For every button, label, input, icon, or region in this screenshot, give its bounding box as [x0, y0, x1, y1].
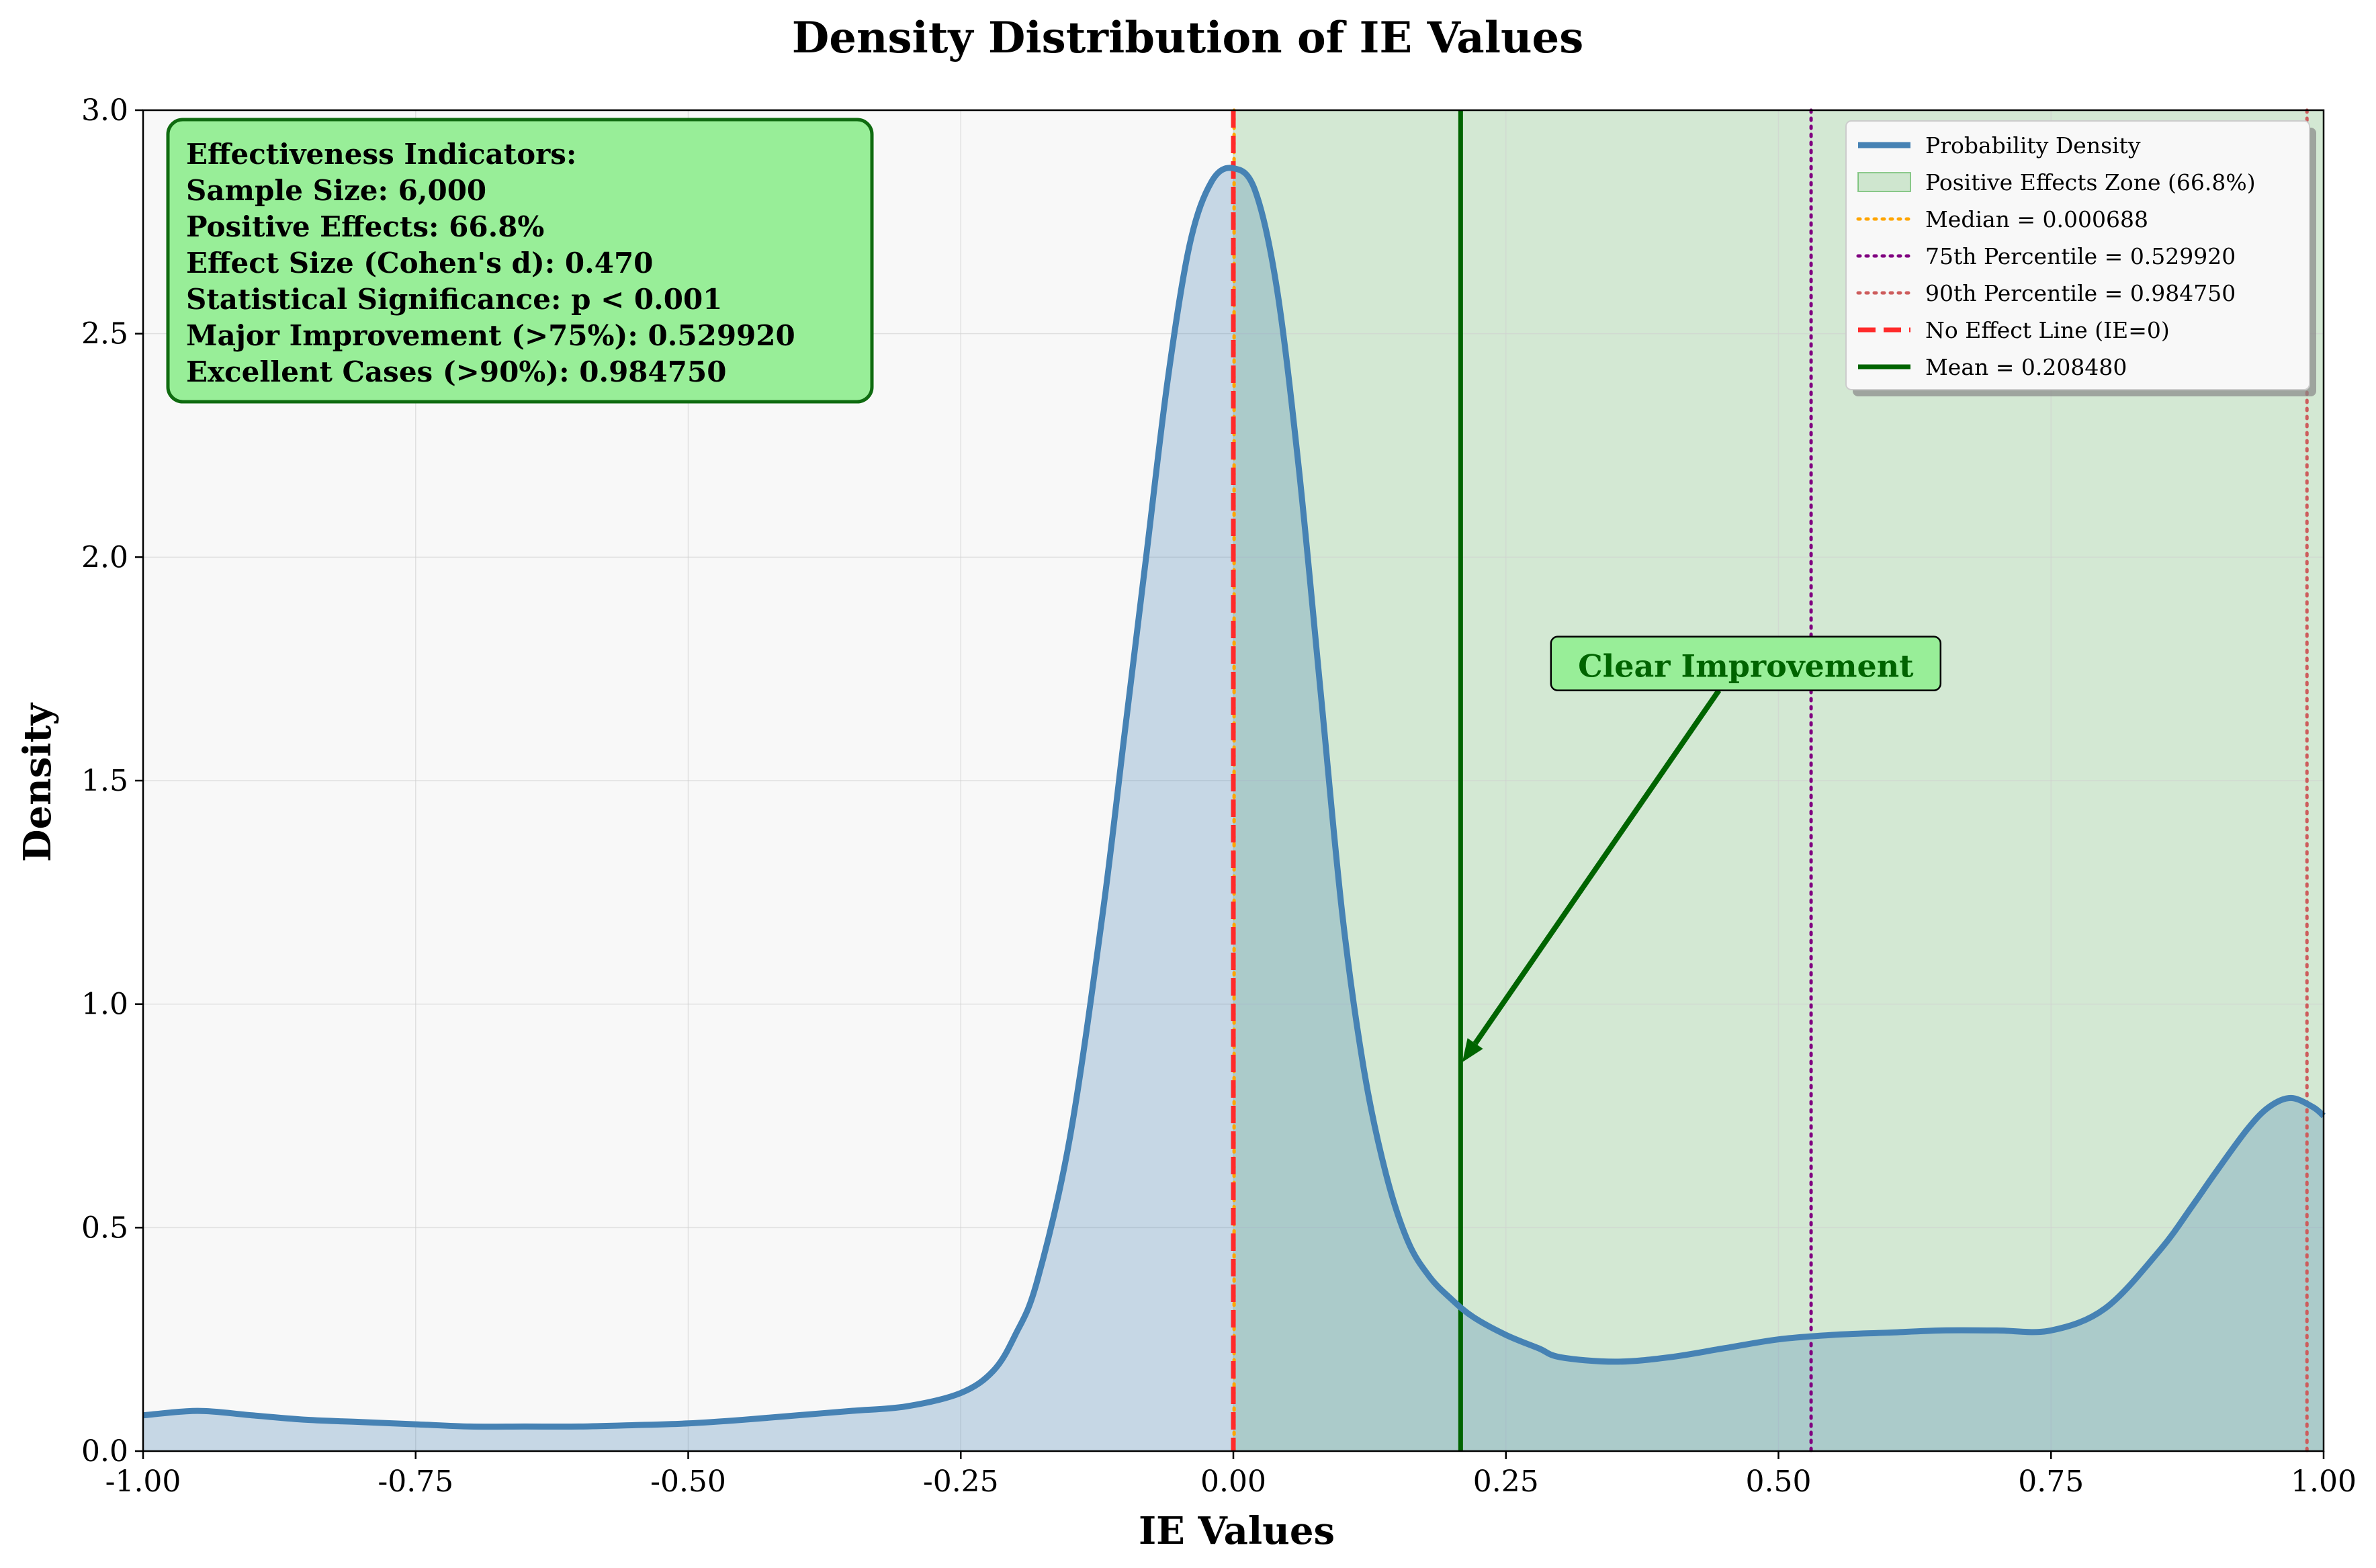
stats-line: Effect Size (Cohen's d): 0.470: [186, 247, 653, 279]
x-tick-label: -1.00: [105, 1465, 181, 1499]
annotation-text: Clear Improvement: [1578, 648, 1914, 685]
stats-line: Effectiveness Indicators:: [186, 138, 576, 171]
x-tick-label: 0.00: [1200, 1465, 1266, 1499]
stats-box: Effectiveness Indicators: Sample Size: 6,…: [166, 118, 874, 404]
density-line: [142, 165, 2326, 1430]
stats-line: Excellent Cases (>90%): 0.984750: [186, 355, 726, 388]
annotation-arrow: [1472, 689, 1722, 1045]
legend-label: 75th Percentile = 0.529920: [1925, 243, 2236, 269]
legend-label: Mean = 0.208480: [1925, 354, 2127, 380]
x-tick-label: 0.25: [1473, 1465, 1539, 1499]
y-axis-ticks: 0.0 0.5 1.0 1.5 2.0 2.5 3.0: [81, 93, 143, 1469]
x-axis-ticks: -1.00 -0.75 -0.50 -0.25 0.00 0.25 0.50 0.75 1.00: [105, 1451, 2357, 1499]
legend-label: Probability Density: [1925, 132, 2141, 159]
y-tick-label: 0.5: [81, 1211, 128, 1245]
x-tick-label: 0.50: [1746, 1465, 1812, 1499]
legend-items: Probability Density Positive Effects Zone…: [1856, 132, 2256, 380]
y-axis-label: Density: [15, 702, 60, 862]
stats-line: Statistical Significance: p < 0.001: [186, 283, 722, 316]
reference-lines: [1231, 108, 2309, 1453]
legend-label: Median = 0.000688: [1925, 206, 2148, 232]
clear-improvement-annotation: Clear Improvement: [1462, 636, 1942, 1063]
y-tick-label: 2.5: [81, 317, 128, 351]
annotation-arrowhead: [1462, 1038, 1483, 1063]
stats-line: Major Improvement (>75%): 0.529920: [186, 319, 795, 352]
y-tick-label: 1.5: [81, 764, 128, 798]
x-axis-label: IE Values: [1139, 1509, 1335, 1553]
y-tick-label: 0.0: [81, 1434, 128, 1469]
x-tick-label: 1.00: [2291, 1465, 2357, 1499]
stats-line: Sample Size: 6,000: [186, 174, 486, 207]
chart-title: Density Distribution of IE Values: [792, 13, 1584, 63]
y-tick-label: 1.0: [81, 988, 128, 1022]
legend-box: [1845, 120, 2310, 390]
stats-box-background: [166, 118, 874, 404]
x-tick-label: 0.75: [2018, 1465, 2084, 1499]
legend-label: Positive Effects Zone (66.8%): [1925, 169, 2256, 195]
x-tick-label: -0.25: [923, 1465, 999, 1499]
stats-text: Effectiveness Indicators: Sample Size: 6,…: [186, 138, 795, 388]
legend-label: No Effect Line (IE=0): [1925, 317, 2170, 343]
y-tick-label: 2.0: [81, 540, 128, 574]
legend: Probability Density Positive Effects Zone…: [1845, 120, 2316, 396]
x-tick-label: -0.75: [378, 1465, 453, 1499]
y-tick-label: 3.0: [81, 93, 128, 128]
annotation-box: [1550, 636, 1942, 691]
stats-line: Positive Effects: 66.8%: [186, 210, 544, 243]
legend-swatch: [1857, 172, 1911, 192]
x-tick-label: -0.50: [650, 1465, 726, 1499]
legend-label: 90th Percentile = 0.984750: [1925, 280, 2236, 306]
